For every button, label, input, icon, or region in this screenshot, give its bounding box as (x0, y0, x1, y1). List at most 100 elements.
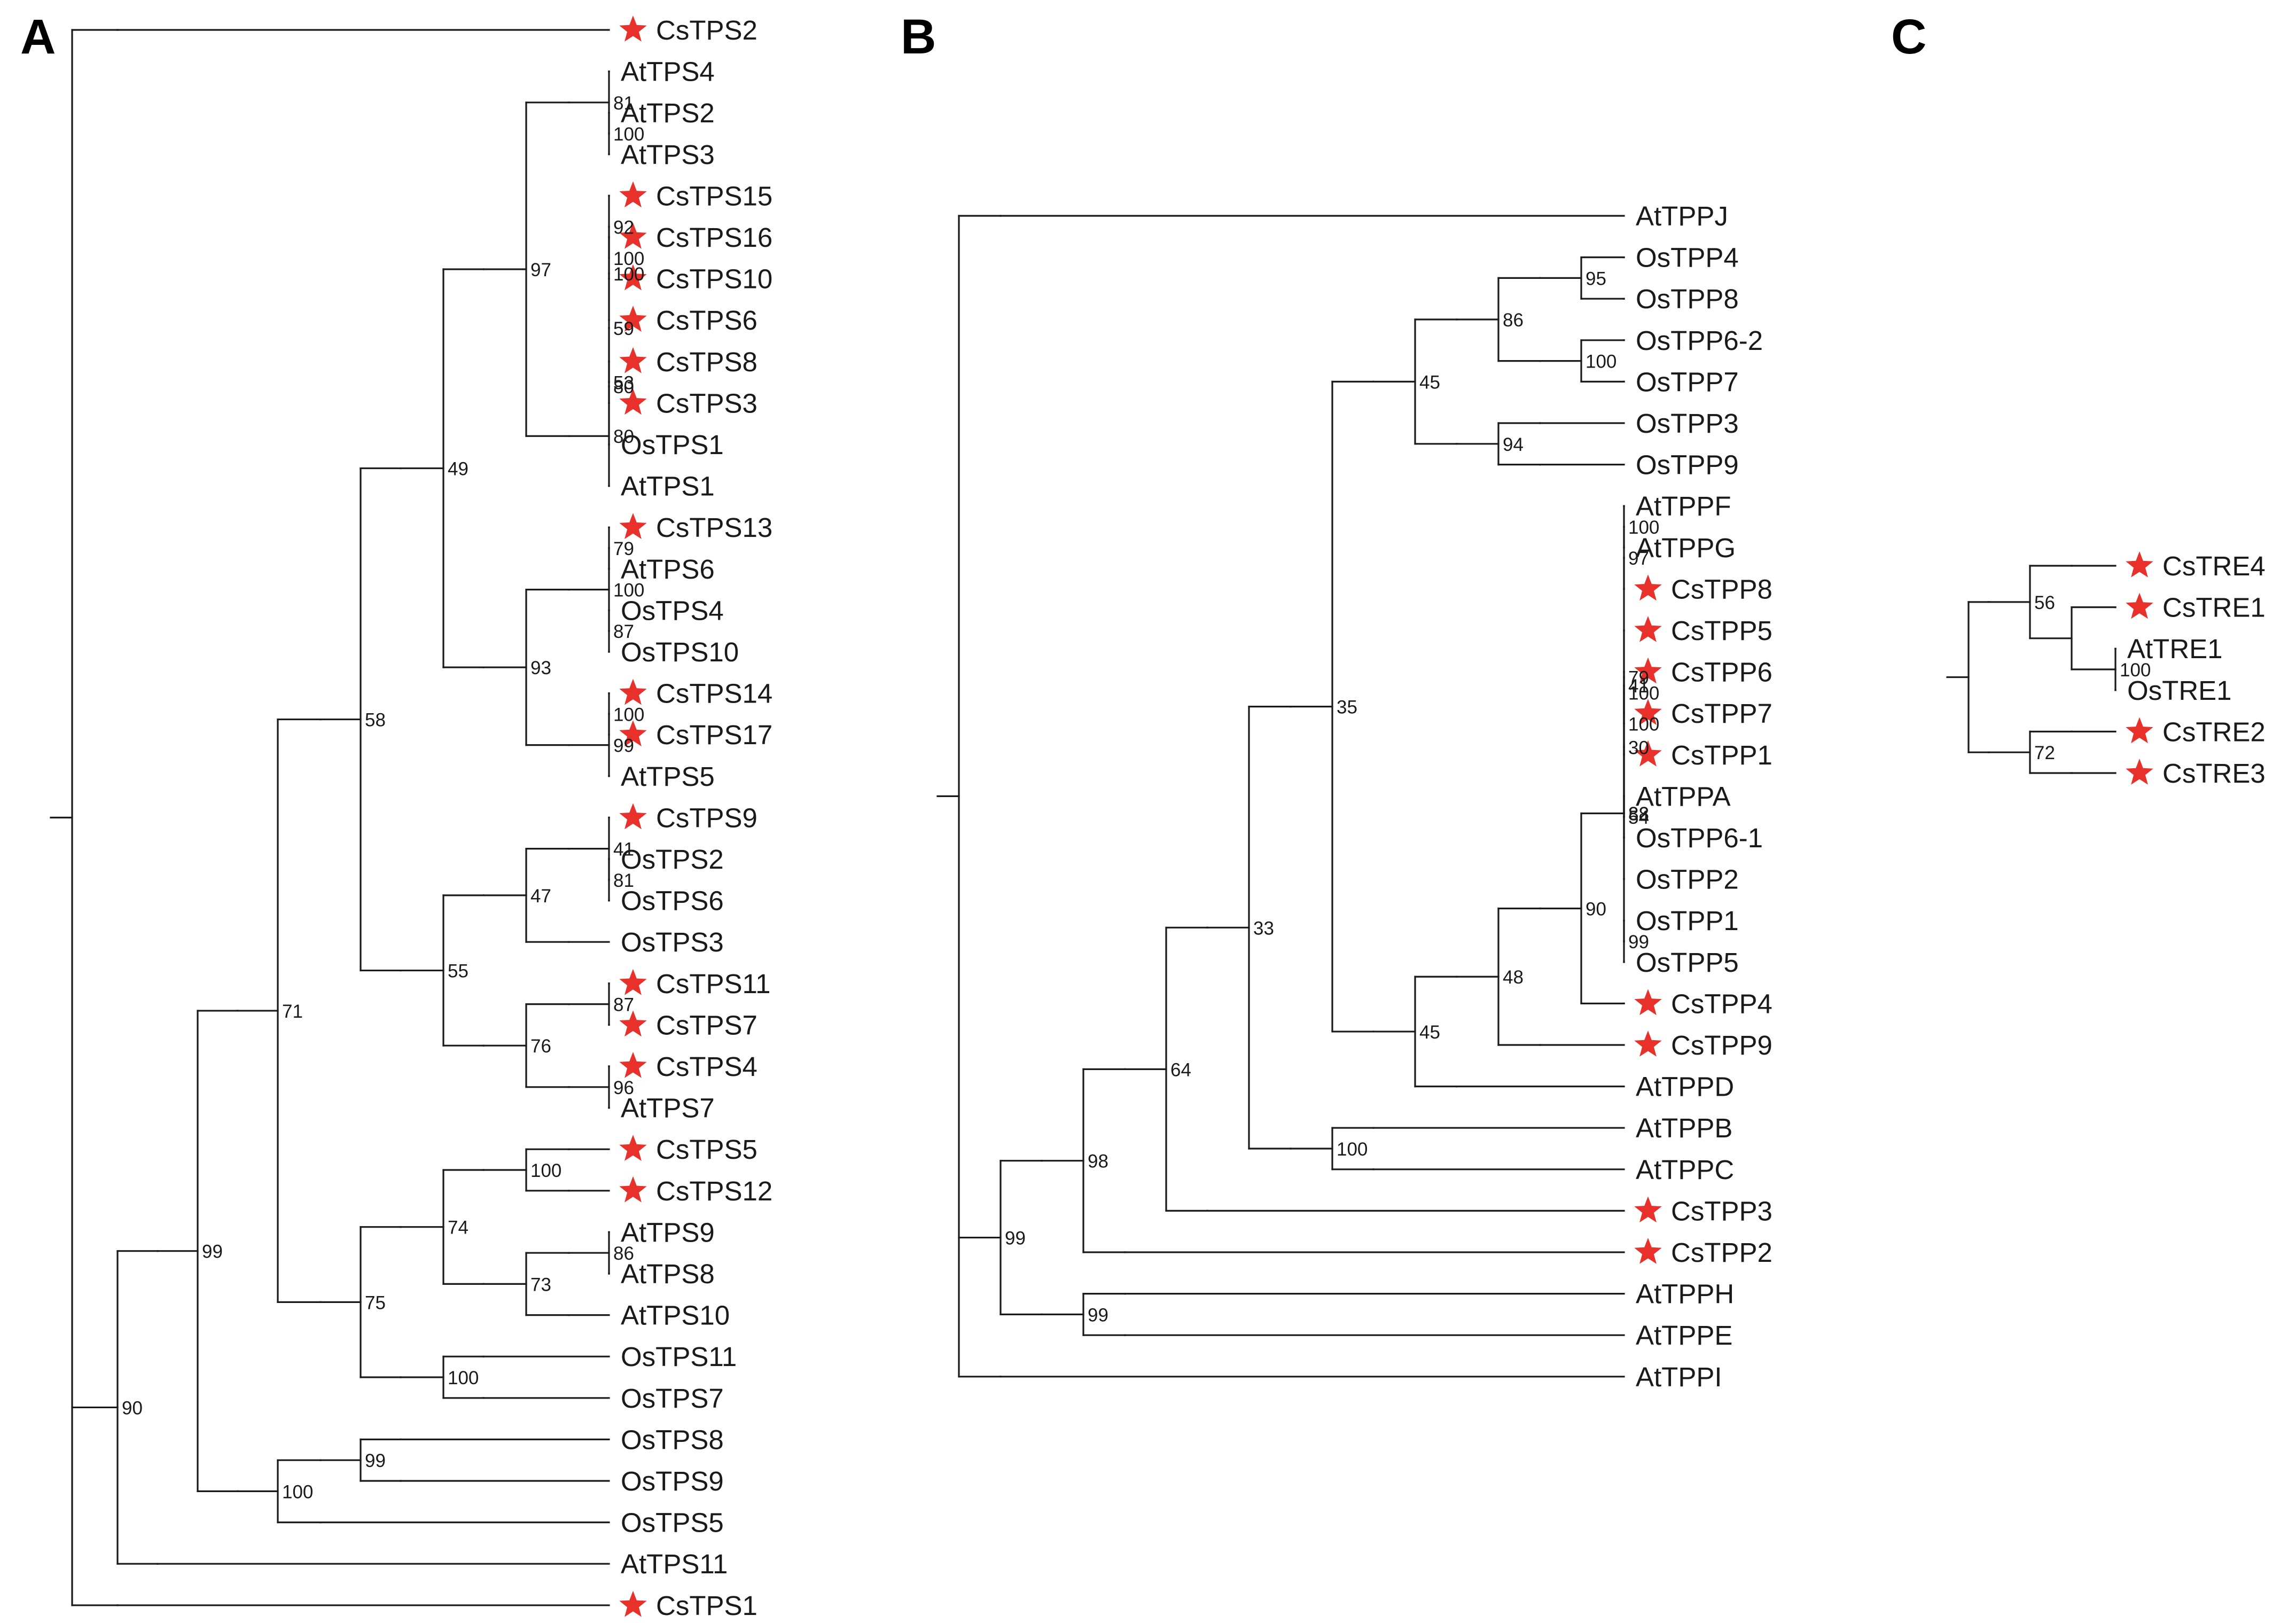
leaf-label: AtTPS2 (621, 98, 715, 128)
red-star-icon (1634, 740, 1662, 767)
panel-a-tree: A CsTPS2AtTPS4AtTPS2AtTPS310081CsTPS15Cs… (20, 10, 772, 1621)
bootstrap-value: 90 (1586, 899, 1606, 919)
leaf-label: AtTPS8 (621, 1259, 715, 1289)
leaf-label: OsTPP6-1 (1636, 823, 1763, 853)
bootstrap-value: 100 (1628, 683, 1659, 704)
bootstrap-value: 64 (1170, 1059, 1191, 1080)
bootstrap-value: 96 (613, 1078, 634, 1098)
leaf-label: CsTPS16 (656, 222, 772, 253)
bootstrap-value: 98 (1088, 1151, 1108, 1172)
leaf-label: CsTPS17 (656, 720, 772, 750)
leaf-label: CsTPS4 (656, 1051, 757, 1082)
bootstrap-value: 100 (448, 1368, 479, 1388)
bootstrap-value: 100 (613, 264, 644, 285)
bootstrap-value: 79 (613, 539, 634, 559)
bootstrap-value: 94 (1503, 434, 1524, 455)
leaf-label: OsTPP6-2 (1636, 325, 1763, 356)
leaf-label: CsTPS10 (656, 264, 772, 294)
bootstrap-value: 99 (1088, 1305, 1108, 1325)
leaf-label: CsTPP9 (1671, 1030, 1772, 1060)
bootstrap-value: 92 (613, 217, 634, 238)
leaf-label: CsTRE2 (2162, 716, 2266, 747)
leaf-label: AtTPS3 (621, 139, 715, 170)
bootstrap-value: 81 (613, 93, 634, 114)
bootstrap-value: 81 (613, 870, 634, 891)
red-star-icon (619, 513, 647, 539)
red-star-icon (1634, 1196, 1662, 1223)
bootstrap-value: 100 (613, 704, 644, 725)
bootstrap-value: 99 (1628, 932, 1649, 953)
leaf-label: CsTPS7 (656, 1010, 757, 1040)
bootstrap-value: 100 (613, 580, 644, 601)
leaf-label: OsTPP8 (1636, 284, 1739, 314)
bootstrap-value: 32 (1628, 803, 1649, 824)
leaf-label: CsTPS5 (656, 1134, 757, 1165)
red-star-icon (619, 720, 647, 746)
red-star-icon (619, 1176, 647, 1203)
bootstrap-value: 54 (1628, 807, 1649, 828)
red-star-icon (1634, 1031, 1662, 1057)
bootstrap-value: 87 (613, 621, 634, 642)
leaf-label: AtTPPI (1636, 1362, 1722, 1392)
leaf-label: OsTPP5 (1636, 947, 1739, 978)
bootstrap-value: 86 (1503, 310, 1524, 331)
red-star-icon (619, 1135, 647, 1161)
leaf-label: CsTPP4 (1671, 988, 1772, 1019)
bootstrap-value: 99 (202, 1242, 223, 1262)
leaf-label: CsTPP6 (1671, 657, 1772, 688)
red-star-icon (619, 15, 647, 42)
bootstrap-value: 55 (448, 961, 468, 982)
bootstrap-value: 48 (1503, 967, 1524, 988)
bootstrap-value: 86 (613, 1243, 634, 1264)
leaf-label: CsTPS9 (656, 802, 757, 833)
bootstrap-value: 75 (365, 1292, 386, 1313)
bootstrap-value: 87 (613, 995, 634, 1016)
leaf-label: AtTPPC (1636, 1154, 1734, 1185)
leaf-label: CsTPS1 (656, 1590, 757, 1621)
leaf-label: AtTPPD (1636, 1072, 1734, 1102)
bootstrap-value: 80 (613, 426, 634, 447)
leaf-label: AtTPS10 (621, 1300, 730, 1331)
bootstrap-value: 100 (1337, 1139, 1368, 1160)
leaf-label: AtTPPJ (1636, 201, 1728, 231)
red-star-icon (1634, 657, 1662, 684)
red-star-icon (619, 1052, 647, 1078)
leaf-label: CsTPP5 (1671, 615, 1772, 646)
leaf-label: CsTPS13 (656, 512, 772, 543)
bootstrap-value: 80 (613, 377, 634, 397)
red-star-icon (2126, 759, 2153, 785)
bootstrap-value: 99 (613, 736, 634, 756)
red-star-icon (1634, 989, 1662, 1016)
bootstrap-value: 72 (2034, 743, 2055, 763)
leaf-label: CsTPS6 (656, 305, 757, 335)
red-star-icon (1634, 1238, 1662, 1264)
red-star-icon (1634, 574, 1662, 601)
red-star-icon (619, 1010, 647, 1037)
leaf-label: CsTPS2 (656, 15, 757, 45)
bootstrap-value: 100 (282, 1481, 313, 1502)
bootstrap-value: 93 (530, 658, 551, 678)
leaf-label: OsTPP9 (1636, 450, 1739, 480)
red-star-icon (2126, 551, 2153, 578)
bootstrap-value: 47 (530, 886, 551, 907)
bootstrap-value: 95 (1586, 268, 1606, 289)
bootstrap-value: 71 (282, 1001, 303, 1022)
leaf-label: OsTPS4 (621, 595, 724, 626)
bootstrap-value: 74 (448, 1218, 468, 1238)
bootstrap-value: 41 (1628, 676, 1649, 697)
leaf-label: OsTPP3 (1636, 408, 1739, 439)
leaf-label: OsTPS1 (621, 430, 724, 460)
leaf-label: OsTPS11 (621, 1341, 737, 1372)
bootstrap-value: 33 (1253, 918, 1274, 939)
bootstrap-value: 100 (613, 248, 644, 269)
panel-b-tree: B AtTPPJ OsTPP4 OsTPP8 95 OsTPP6-2 OsTPP7 100 8… (901, 10, 1772, 1392)
bootstrap-value: 99 (365, 1450, 386, 1471)
bootstrap-value: 100 (2120, 660, 2151, 681)
leaf-label: AtTPPH (1636, 1279, 1734, 1309)
red-star-icon (1634, 616, 1662, 642)
leaf-label: OsTPP2 (1636, 864, 1739, 895)
bootstrap-value: 49 (448, 459, 468, 480)
bootstrap-value: 100 (1628, 517, 1659, 538)
bootstrap-value: 100 (1628, 714, 1659, 735)
red-star-icon (2126, 592, 2153, 619)
